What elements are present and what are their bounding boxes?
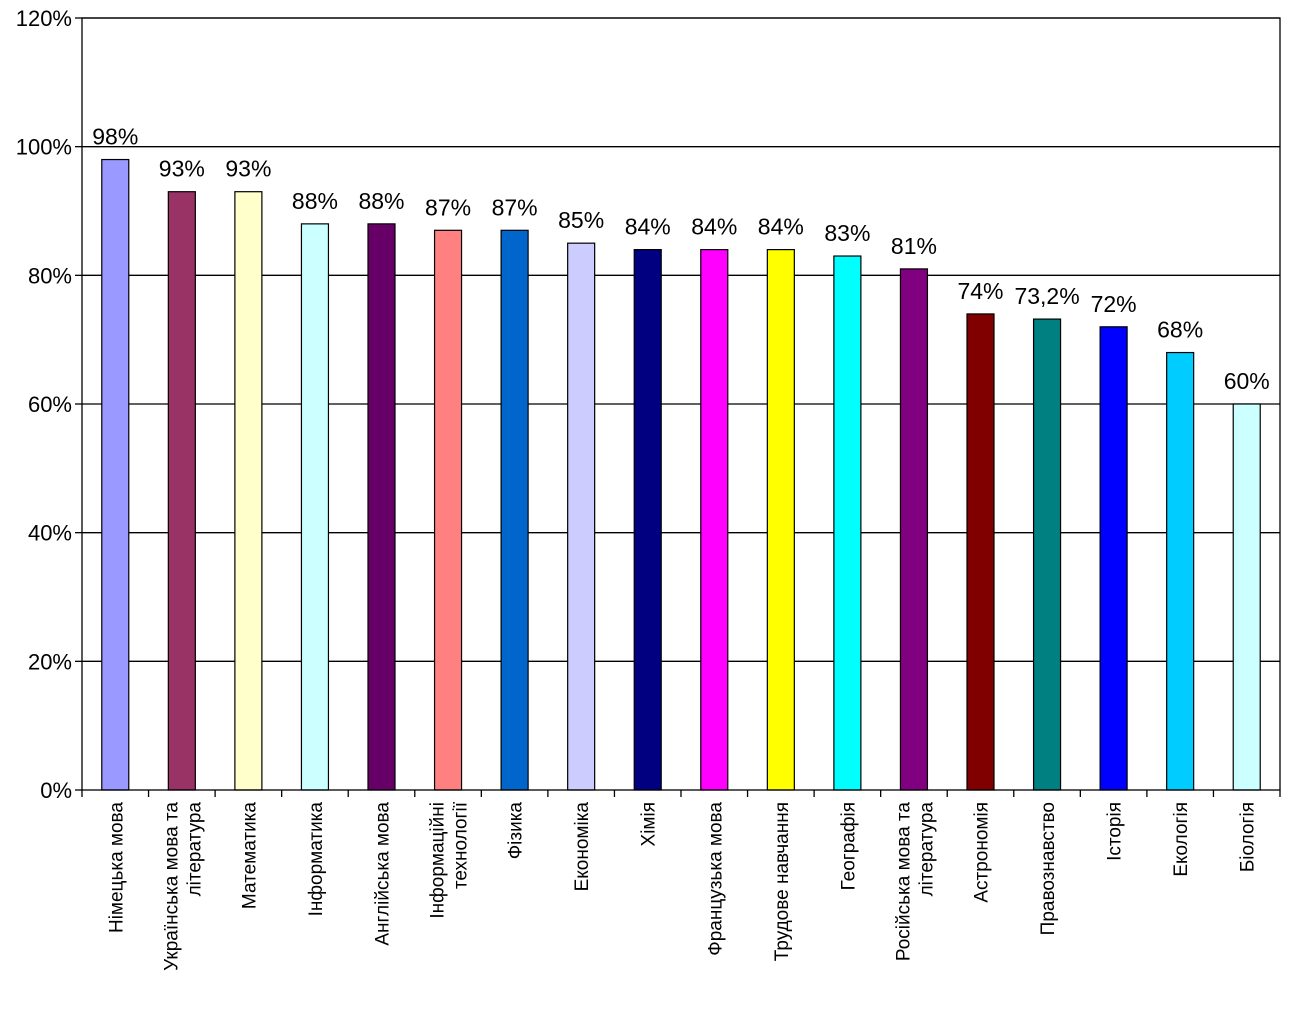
data-label: 84%: [691, 214, 737, 240]
x-tick-label: Трудове навчання: [772, 802, 793, 961]
bar: [567, 242, 596, 791]
x-tick-label: література: [916, 802, 937, 897]
data-label: 87%: [425, 194, 471, 220]
bar: [700, 249, 729, 791]
data-label: 93%: [225, 156, 271, 182]
data-labels: 98% 93% 93% 88% 88% 87% 87% 85% 84% 84% 84% 83% 81% 7…: [92, 124, 1269, 394]
y-tick-label: 20%: [28, 649, 72, 674]
bars: [101, 158, 1261, 791]
bar: [300, 223, 330, 791]
x-tick-label: Російська мова та: [893, 802, 914, 962]
bar: [500, 229, 529, 791]
bar: [766, 249, 795, 791]
x-tick-label: Англійська мова: [373, 802, 394, 946]
y-tick-label: 80%: [28, 263, 72, 288]
x-tick-label: Історія: [1105, 802, 1126, 861]
data-label: 68%: [1157, 317, 1203, 343]
x-tick-label: Українська мова та: [161, 802, 182, 971]
bar: [101, 158, 130, 791]
bar: [433, 229, 463, 791]
x-axis: Німецька мова Українська мова та літератур…: [81, 790, 1281, 971]
x-tick-label: Правознавство: [1038, 802, 1059, 935]
bar: [167, 191, 196, 791]
y-tick-label: 120%: [16, 6, 72, 31]
x-tick-label: Фізика: [506, 802, 527, 860]
bar: [1032, 318, 1062, 791]
data-label: 72%: [1091, 291, 1137, 317]
bar: [367, 223, 396, 791]
bar: [1099, 326, 1128, 791]
bar: [234, 191, 263, 791]
x-tick-label: технології: [451, 801, 472, 889]
data-label: 87%: [492, 194, 538, 220]
x-tick-label: Географія: [838, 802, 859, 890]
bar: [899, 268, 929, 791]
data-label: 81%: [891, 233, 937, 259]
x-tick-label: Французька мова: [705, 802, 726, 956]
data-label: 60%: [1224, 368, 1270, 394]
x-tick-label: Інформатика: [306, 802, 327, 917]
y-tick-label: 40%: [28, 521, 72, 546]
x-tick-label: Інформаційні: [428, 802, 449, 919]
bar: [1166, 351, 1195, 791]
data-label: 73,2%: [1014, 283, 1079, 309]
bar: [833, 255, 862, 791]
x-tick-label: Математика: [239, 802, 260, 910]
bar: [966, 313, 995, 791]
bar: [633, 249, 662, 791]
x-tick-label: Німецька мова: [106, 802, 127, 933]
data-label: 74%: [957, 278, 1003, 304]
y-axis: 0% 20% 40% 60% 80% 100% 120%: [16, 6, 82, 803]
x-tick-label: література: [184, 802, 205, 897]
data-label: 84%: [625, 214, 671, 240]
bar: [1232, 403, 1261, 791]
data-label: 88%: [358, 188, 404, 214]
data-label: 98%: [92, 124, 138, 150]
y-tick-label: 100%: [16, 135, 72, 160]
data-label: 93%: [159, 156, 205, 182]
data-label: 85%: [558, 207, 604, 233]
x-tick-label: Екологія: [1171, 802, 1192, 877]
x-tick-label: Хімія: [639, 802, 660, 846]
x-tick-label: Економіка: [572, 802, 593, 892]
y-tick-label: 60%: [28, 392, 72, 417]
x-tick-label: Астрономія: [972, 802, 993, 903]
y-tick-label: 0%: [40, 778, 72, 803]
data-label: 83%: [824, 220, 870, 246]
x-tick-label: Біологія: [1238, 802, 1259, 872]
data-label: 88%: [292, 188, 338, 214]
data-label: 84%: [758, 214, 804, 240]
